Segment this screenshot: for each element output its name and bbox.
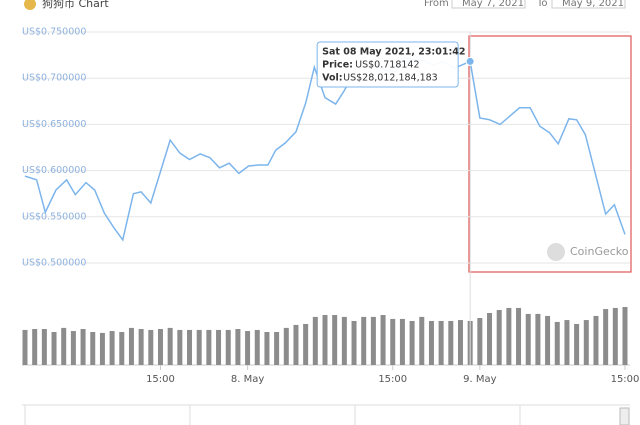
volume-bar — [341, 316, 347, 365]
y-tick-label: US$0.500000 — [22, 258, 86, 269]
volume-bar — [216, 329, 222, 365]
volume-bar — [487, 312, 493, 365]
volume-bar — [90, 331, 96, 365]
y-tick-label: US$0.650000 — [22, 119, 86, 130]
volume-bar — [525, 313, 531, 365]
volume-bar — [138, 329, 144, 365]
volume-bar — [535, 313, 541, 365]
volume-bar — [564, 320, 570, 365]
volume-bar — [196, 329, 202, 365]
volume-bar — [22, 329, 28, 365]
tooltip-price: US$0.718142 — [355, 60, 419, 71]
volume-bar — [583, 320, 589, 365]
volume-bar — [554, 321, 560, 365]
volume-bar — [332, 315, 338, 365]
to-date: May 9, 2021 — [562, 0, 624, 9]
from-date: May 7, 2021 — [462, 0, 524, 9]
volume-bar — [574, 323, 580, 365]
from-input[interactable] — [451, 0, 526, 9]
volume-bar — [128, 327, 134, 365]
volume-bar — [32, 329, 38, 365]
volume-bar — [254, 329, 260, 365]
volume-bar — [264, 331, 270, 365]
volume-bar — [148, 329, 154, 365]
volume-bar — [457, 320, 463, 365]
watermark-logo — [547, 243, 565, 261]
volume-bar — [109, 331, 115, 365]
volume-bar — [516, 307, 522, 365]
volume-bar — [41, 329, 47, 365]
volume-bar — [274, 331, 280, 365]
volume-bar — [303, 323, 309, 365]
volume-bar — [283, 327, 289, 365]
volume-bar — [506, 307, 512, 365]
watermark: CoinGecko — [570, 245, 629, 258]
y-tick-label: US$0.600000 — [22, 165, 86, 176]
volume-bar — [603, 309, 609, 365]
x-tick-label: 9. May — [463, 374, 496, 385]
x-tick-label: 15:00 — [378, 374, 407, 385]
volume-bar — [119, 331, 125, 365]
x-tick-label: 15:00 — [146, 374, 175, 385]
to-label: To — [536, 0, 548, 9]
volume-bar — [235, 329, 241, 365]
volume-bar — [545, 315, 551, 365]
volume-bar — [448, 320, 454, 365]
volume-bar — [361, 316, 367, 365]
volume-bar — [206, 329, 212, 365]
tooltip-box — [316, 41, 459, 88]
volume-bar — [293, 324, 299, 365]
volume-bar — [380, 315, 386, 365]
y-tick-label: US$0.700000 — [22, 73, 86, 84]
volume-bar — [167, 327, 173, 365]
coin-icon — [24, 0, 36, 10]
volume-bar — [225, 329, 231, 365]
volume-bar — [622, 307, 628, 365]
volume-bar — [245, 331, 251, 365]
tooltip-vol: US$28,012,184,183 — [343, 73, 438, 84]
volume-bar — [322, 315, 328, 365]
y-tick-label: US$0.750000 — [22, 27, 86, 38]
chart-title: 狗狗币 Chart — [42, 0, 109, 10]
tooltip-title: Sat 08 May 2021, 23:01:42 — [322, 47, 465, 58]
volume-bar — [612, 307, 618, 365]
volume-bar — [399, 318, 405, 365]
volume-bar — [496, 309, 502, 365]
volume-bar — [51, 331, 57, 365]
from-label: From — [424, 0, 449, 9]
volume-bar — [593, 315, 599, 365]
volume-bar — [390, 318, 396, 365]
volume-bar — [409, 320, 415, 365]
navigator-handle[interactable] — [619, 407, 630, 425]
tooltip-vol-label: Vol: — [322, 73, 342, 84]
volume-bar — [99, 332, 105, 365]
highlight-box — [468, 35, 632, 273]
volume-bar — [187, 329, 193, 365]
volume-bar — [157, 329, 163, 365]
volume-bar — [312, 316, 318, 365]
hover-point — [465, 56, 475, 66]
y-tick-label: US$0.550000 — [22, 211, 86, 222]
volume-bar — [428, 320, 434, 365]
volume-bar — [370, 316, 376, 365]
volume-bar — [351, 320, 357, 365]
volume-bar — [70, 331, 76, 365]
to-input[interactable] — [551, 0, 626, 9]
x-tick-label: 15:00 — [611, 374, 640, 385]
volume-bar — [477, 318, 483, 365]
volume-bar — [438, 320, 444, 365]
volume-bar — [419, 316, 425, 365]
volume-bar — [80, 329, 86, 365]
volume-bar — [61, 327, 67, 365]
tooltip-price-label: Price: — [322, 60, 353, 71]
volume-bar — [177, 329, 183, 365]
price-line — [24, 57, 626, 242]
x-tick-label: 8. May — [231, 374, 264, 385]
